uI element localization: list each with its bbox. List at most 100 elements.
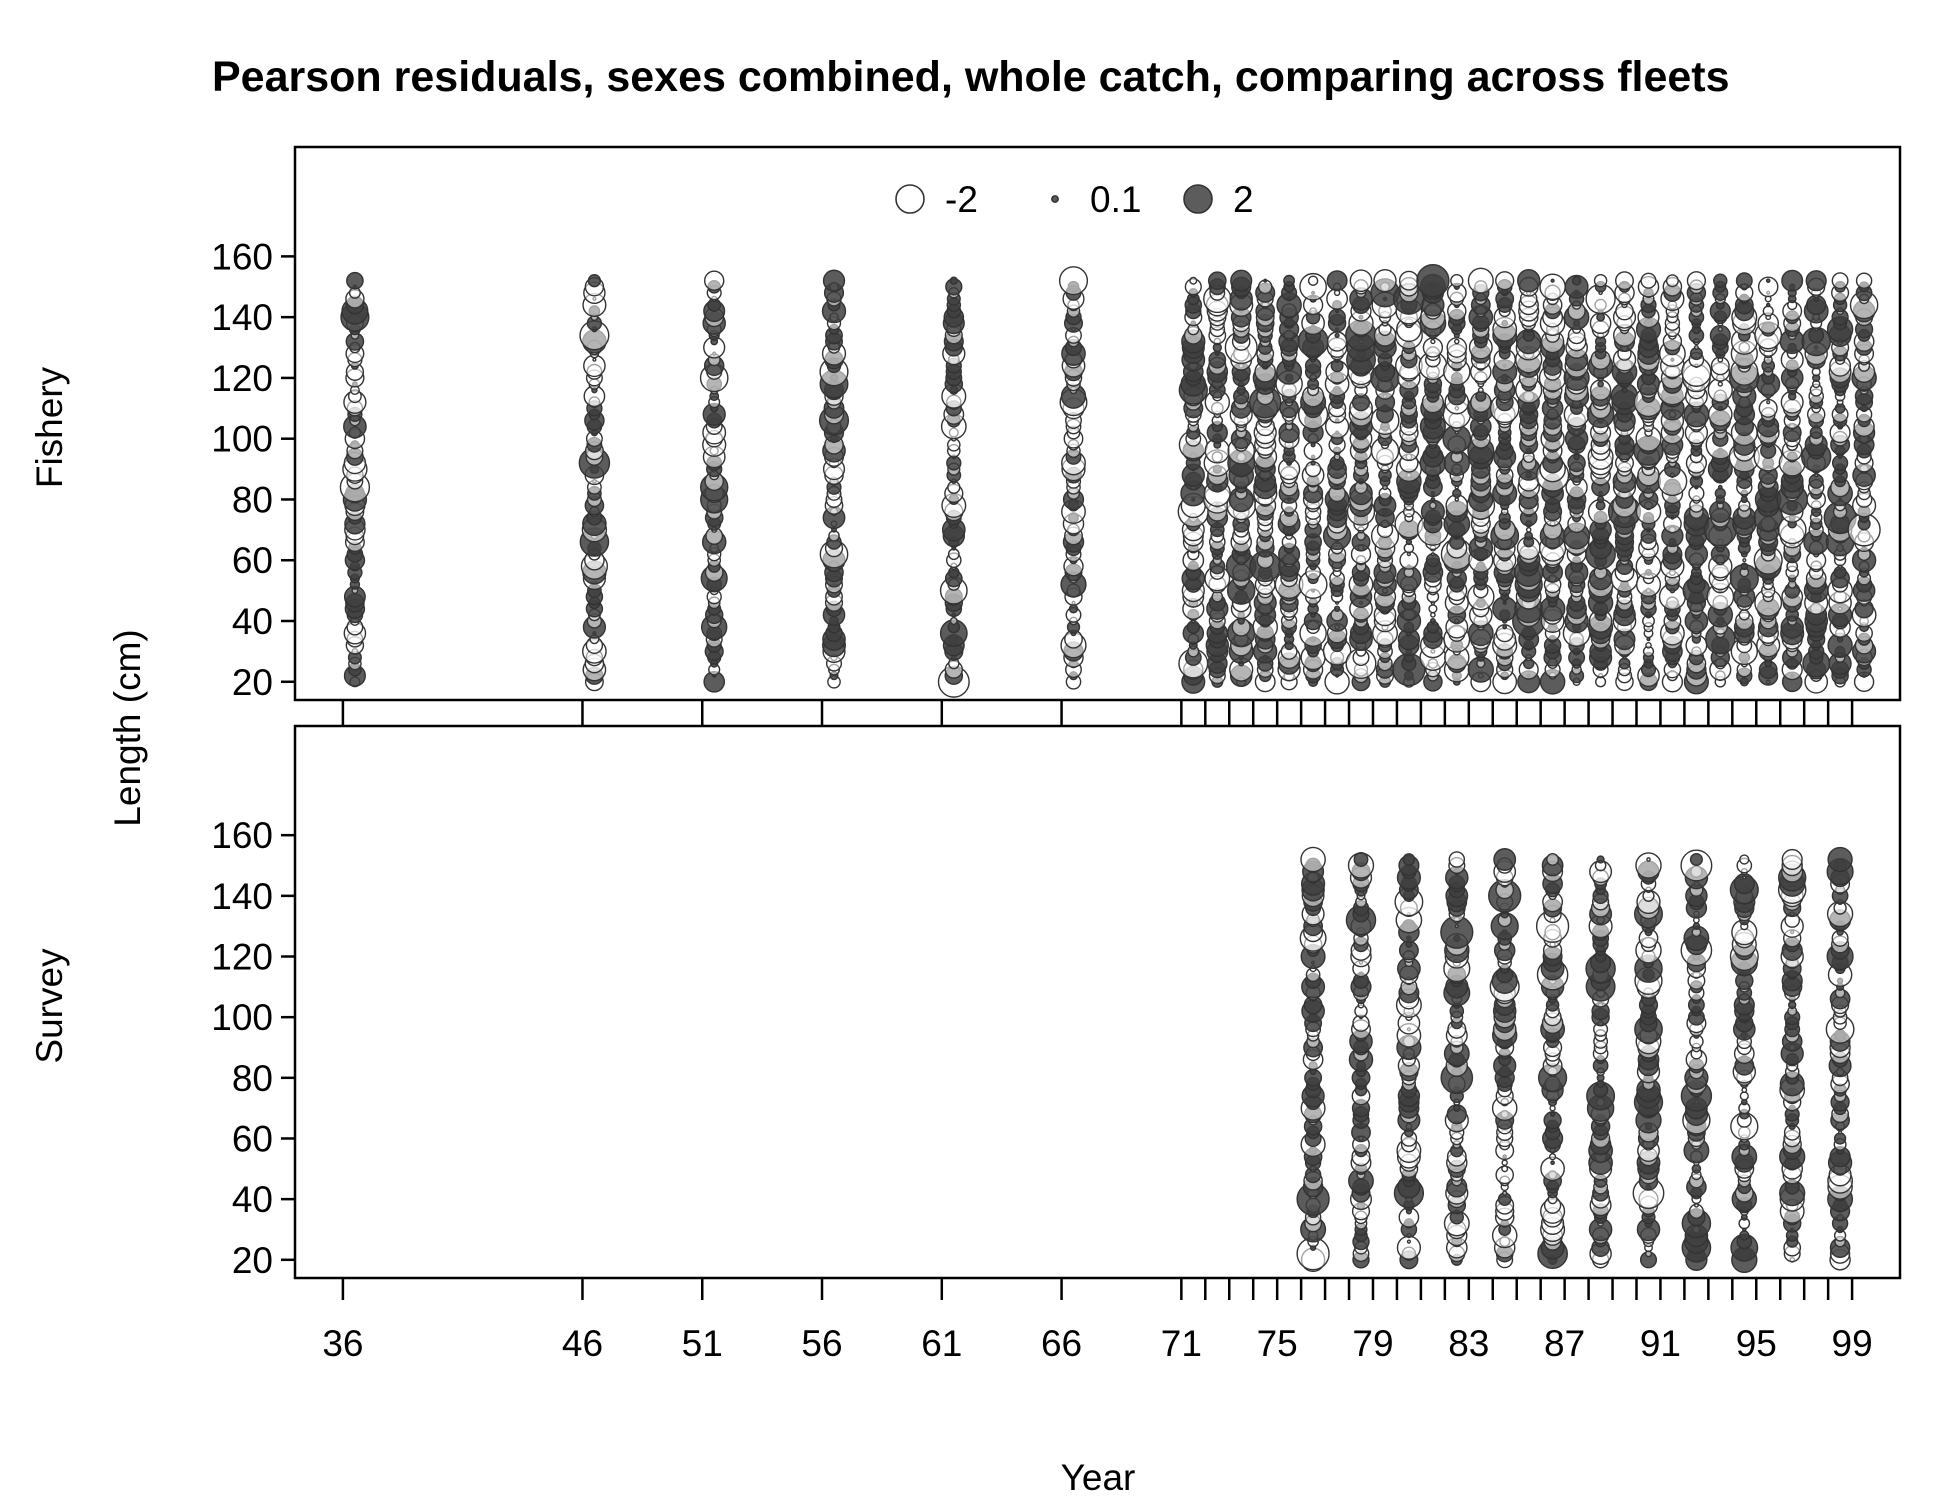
residual-point xyxy=(1766,400,1771,405)
residual-point xyxy=(1502,624,1508,630)
residual-point xyxy=(1189,276,1198,285)
residual-point xyxy=(1596,312,1606,322)
residual-point xyxy=(1283,274,1296,287)
residual-point xyxy=(1416,264,1450,298)
residual-point xyxy=(1058,266,1089,296)
residual-point xyxy=(1689,852,1703,867)
x-tick-label: 79 xyxy=(1352,1323,1393,1364)
residual-point xyxy=(949,617,958,625)
residual-point xyxy=(592,357,597,362)
residual-point xyxy=(1495,271,1515,291)
residual-point xyxy=(1827,846,1853,873)
panel-survey: Survey 20 40 60 80 100 120 140 160 xyxy=(29,724,1902,1281)
x-tick-label: 66 xyxy=(1041,1323,1082,1364)
residual-point xyxy=(1402,853,1416,866)
y-tick-label: 80 xyxy=(232,1058,273,1099)
residual-point xyxy=(1300,846,1326,873)
residual-point xyxy=(1714,487,1726,500)
residual-point xyxy=(1450,274,1464,288)
x-axis-label: Year xyxy=(1061,1457,1136,1498)
residual-point xyxy=(1805,270,1827,292)
residual-point xyxy=(1833,1132,1847,1145)
residual-point xyxy=(1739,1091,1749,1101)
residual-point xyxy=(587,274,602,288)
residual-point xyxy=(1546,852,1560,867)
residual-point xyxy=(1501,1165,1509,1173)
panel-fishery: Fishery 20 40 60 80 100 120 140 160 xyxy=(29,145,1902,703)
residual-point xyxy=(1571,275,1582,286)
residual-point xyxy=(1855,272,1873,289)
residual-point xyxy=(1686,271,1707,291)
x-tick-label: 71 xyxy=(1161,1323,1202,1364)
x-tick-label: 91 xyxy=(1640,1323,1681,1364)
residual-point xyxy=(1739,1230,1750,1241)
residual-point xyxy=(1299,272,1327,301)
y-tick-label: 40 xyxy=(232,1179,273,1220)
x-tick-label: 95 xyxy=(1736,1323,1777,1364)
residual-point xyxy=(1781,269,1804,292)
residual-point xyxy=(1501,1159,1508,1166)
residual-point xyxy=(1740,495,1748,504)
residual-point xyxy=(1693,344,1699,351)
y-tick-label: 60 xyxy=(232,1118,273,1159)
residual-point xyxy=(1517,269,1541,293)
residual-point xyxy=(1765,302,1771,308)
residual-point xyxy=(1640,272,1657,289)
y-tick-label: 120 xyxy=(211,937,273,978)
residual-point xyxy=(1597,380,1604,388)
y-tick-label: 160 xyxy=(211,236,273,277)
y-tick-label: 40 xyxy=(232,601,273,642)
residual-point xyxy=(1263,278,1268,283)
residual-point xyxy=(1549,1111,1556,1117)
residual-point xyxy=(1429,617,1436,625)
residual-point xyxy=(1349,269,1373,293)
residual-point xyxy=(1373,269,1397,293)
residual-point xyxy=(1550,1160,1555,1166)
residual-point xyxy=(1762,305,1774,317)
x-tick-label: 75 xyxy=(1257,1323,1298,1364)
residual-point xyxy=(1452,488,1462,499)
residual-point xyxy=(1448,851,1466,868)
residual-point xyxy=(1735,272,1753,290)
residual-point xyxy=(1738,609,1750,621)
residual-point xyxy=(703,270,725,291)
residual-point xyxy=(1742,558,1747,563)
residual-point xyxy=(1814,473,1819,478)
residual-point xyxy=(1406,1239,1411,1244)
residual-point xyxy=(1692,922,1701,931)
legend-label: -2 xyxy=(945,179,978,220)
residual-point xyxy=(1596,495,1605,504)
residual-point xyxy=(1564,274,1589,299)
residual-point xyxy=(1548,1153,1557,1161)
residual-point xyxy=(1646,637,1651,642)
legend-label: 0.1 xyxy=(1090,179,1141,220)
panel-label: Fishery xyxy=(29,366,70,488)
residual-point xyxy=(1334,332,1340,339)
residual-point xyxy=(1307,275,1319,286)
residual-point xyxy=(1550,278,1555,283)
residual-point xyxy=(1477,387,1484,394)
residual-point xyxy=(1467,267,1494,294)
residual-point xyxy=(1493,848,1517,871)
residual-point xyxy=(1524,531,1534,541)
legend-symbol xyxy=(895,184,925,214)
residual-point xyxy=(1429,501,1437,510)
residual-point xyxy=(1430,338,1436,345)
residual-point xyxy=(1326,270,1348,292)
residual-point xyxy=(1454,338,1460,345)
legend-symbol xyxy=(1051,195,1059,203)
x-tick-label: 61 xyxy=(921,1323,962,1364)
x-tick-label: 56 xyxy=(801,1323,842,1364)
panel-label: Survey xyxy=(29,948,70,1064)
residual-point xyxy=(1428,604,1438,614)
residual-point xyxy=(1646,857,1651,862)
residual-point xyxy=(1207,271,1227,291)
x-tick-label: 36 xyxy=(322,1323,363,1364)
residual-point xyxy=(1430,552,1435,557)
legend-label: 2 xyxy=(1233,179,1254,220)
residual-point xyxy=(1454,924,1459,929)
residual-point xyxy=(1831,272,1849,290)
residual-point xyxy=(1353,852,1369,867)
x-tick-label: 83 xyxy=(1448,1323,1489,1364)
